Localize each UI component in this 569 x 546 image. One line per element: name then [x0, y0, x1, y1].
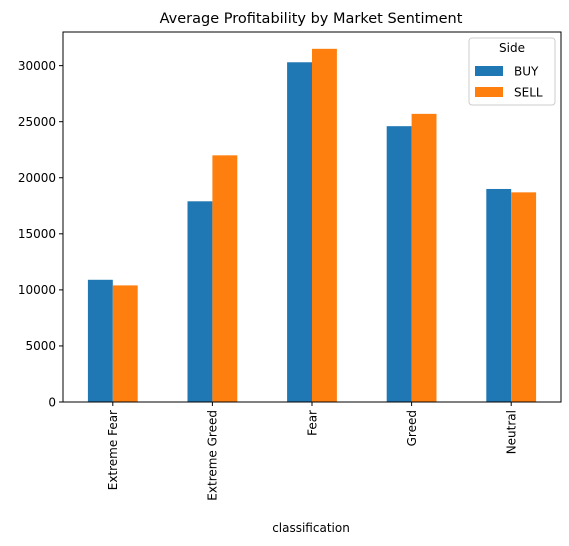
- legend-title: Side: [499, 41, 525, 55]
- x-tick-label: Extreme Fear: [106, 410, 120, 490]
- y-axis: 0 5000 10000 15000 20000 25000 30000: [18, 59, 63, 409]
- bar-sell-extreme-greed: [212, 155, 238, 402]
- legend-swatch-buy: [475, 66, 503, 76]
- y-tick-label: 15000: [18, 227, 56, 241]
- y-tick-label: 20000: [18, 171, 56, 185]
- x-axis: Extreme Fear Extreme Greed Fear Greed Neutra…: [106, 402, 519, 501]
- chart-title: Average Profitability by Market Sentimen…: [160, 11, 463, 27]
- bar-buy-fear: [287, 62, 312, 402]
- x-axis-label: classification: [272, 521, 350, 535]
- bar-buy-extreme-greed: [187, 201, 213, 402]
- legend: Side BUY SELL: [468, 37, 556, 106]
- bar-buy-extreme-fear: [87, 279, 113, 402]
- y-tick-label: 25000: [18, 115, 56, 129]
- legend-items: BUY SELL: [475, 65, 543, 100]
- legend-label-sell: SELL: [514, 86, 543, 100]
- bar-sell-greed: [411, 113, 437, 403]
- bars-group: [87, 48, 537, 403]
- x-tick-label: Neutral: [505, 410, 519, 454]
- x-tick-label: Extreme Greed: [206, 410, 220, 501]
- bar-sell-neutral: [511, 192, 537, 402]
- bar-sell-extreme-fear: [112, 285, 138, 402]
- y-tick-label: 5000: [25, 339, 56, 353]
- x-tick-label: Fear: [305, 410, 319, 436]
- y-tick-label: 10000: [18, 283, 56, 297]
- y-tick-label: 0: [48, 395, 56, 409]
- x-tick-label: Greed: [405, 410, 419, 446]
- y-tick-label: 30000: [18, 59, 56, 73]
- bar-buy-greed: [386, 126, 412, 402]
- bar-sell-fear: [312, 48, 337, 403]
- legend-label-buy: BUY: [514, 65, 539, 79]
- legend-swatch-sell: [475, 87, 503, 97]
- bar-buy-neutral: [486, 188, 512, 402]
